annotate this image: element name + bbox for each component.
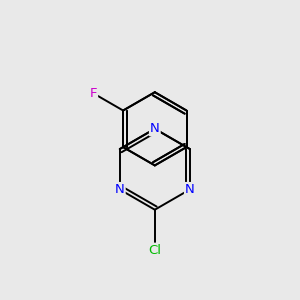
- Text: N: N: [150, 122, 160, 135]
- Text: Cl: Cl: [148, 244, 161, 257]
- Text: F: F: [90, 87, 97, 100]
- Text: N: N: [185, 183, 195, 196]
- Text: N: N: [115, 183, 125, 196]
